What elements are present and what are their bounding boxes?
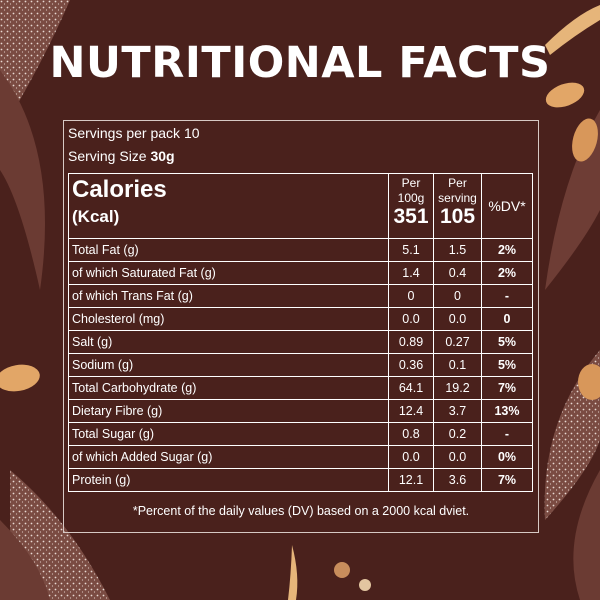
- per100-value: 1.4: [388, 261, 434, 285]
- perserv-value: 3.6: [433, 468, 482, 492]
- table-row: of which Trans Fat (g) 0 0-: [68, 284, 533, 308]
- per100-calories: 351: [393, 205, 429, 228]
- dv-value: 7%: [481, 376, 533, 400]
- per100-value: 0.0: [388, 307, 434, 331]
- serving-size-label: Serving Size: [68, 148, 147, 164]
- dv-value: 5%: [481, 353, 533, 377]
- perserv-value: 0.2: [433, 422, 482, 446]
- nutrient-name: Sodium (g): [68, 353, 389, 377]
- perserv-value: 0.0: [433, 445, 482, 469]
- perserv-header: Per serving 105: [433, 173, 482, 239]
- serving-size-value: 30g: [150, 148, 175, 164]
- calories-unit: (Kcal): [72, 207, 120, 226]
- dv-value: 7%: [481, 468, 533, 492]
- leaf-left-mid: [0, 70, 45, 290]
- dv-header: %DV*: [481, 173, 533, 239]
- perserv-value: 3.7: [433, 399, 482, 423]
- dv-value: 0%: [481, 445, 533, 469]
- nutrient-name: Total Carbohydrate (g): [68, 376, 389, 400]
- nutrient-name: Salt (g): [68, 330, 389, 354]
- nutrient-name: of which Saturated Fat (g): [68, 261, 389, 285]
- table-row: Total Sugar (g) 0.8 0.2-: [68, 422, 533, 446]
- perserv-value: 0.0: [433, 307, 482, 331]
- table-row: of which Added Sugar (g) 0.0 0.0 0%: [68, 445, 533, 469]
- per100-value: 12.4: [388, 399, 434, 423]
- perserv-value: 0.27: [433, 330, 482, 354]
- servings-label: Servings per pack: [68, 125, 181, 141]
- table-row: Protein (g) 12.1 3.6 7%: [68, 468, 533, 492]
- dv-value: 0: [481, 307, 533, 331]
- nutrition-panel: Servings per pack 10 Serving Size 30g Ca…: [63, 120, 539, 533]
- per100-value: 0.89: [388, 330, 434, 354]
- table-row: Cholesterol (mg) 0.0 0.0 0: [68, 307, 533, 331]
- per100-value: 0.36: [388, 353, 434, 377]
- per100-value: 0.8: [388, 422, 434, 446]
- per100-value: 64.1: [388, 376, 434, 400]
- dv-value: -: [481, 284, 533, 308]
- per100-value: 12.1: [388, 468, 434, 492]
- perserv-calories: 105: [439, 205, 476, 228]
- table-row: of which Saturated Fat (g) 1.4 0.4 2%: [68, 261, 533, 285]
- nutrient-name: Protein (g): [68, 468, 389, 492]
- nutrient-name: Total Fat (g): [68, 238, 389, 262]
- servings-value: 10: [183, 125, 200, 141]
- perserv-value: 1.5: [433, 238, 482, 262]
- leaf-right-lower: [573, 470, 600, 600]
- serving-size: Serving Size 30g: [68, 148, 175, 164]
- perserv-value: 0.4: [433, 261, 482, 285]
- oat-icon-right: [578, 364, 600, 400]
- footnote: *Percent of the daily values (DV) based …: [132, 504, 470, 518]
- per100-header: Per 100g 351: [388, 173, 434, 239]
- dv-value: 2%: [481, 238, 533, 262]
- per100-label-2: 100g: [397, 191, 425, 205]
- calories-label: Calories: [72, 176, 167, 203]
- table-row: Total Carbohydrate (g) 64.1 19.2 7%: [68, 376, 533, 400]
- calories-header: Calories (Kcal): [68, 173, 389, 239]
- nutrient-name: Total Sugar (g): [68, 422, 389, 446]
- nutrient-name: of which Trans Fat (g): [68, 284, 389, 308]
- header-row: Calories (Kcal) Per 100g 351 Per serving…: [68, 173, 533, 239]
- dv-value: 13%: [481, 399, 533, 423]
- table-row: Salt (g) 0.89 0.27 5%: [68, 330, 533, 354]
- per100-value: 5.1: [388, 238, 434, 262]
- oat-icon-bottom: [288, 545, 371, 600]
- nutrient-name: of which Added Sugar (g): [68, 445, 389, 469]
- per100-label-1: Per: [401, 176, 421, 190]
- oat-icon-top-right: [545, 5, 600, 162]
- nutrient-name: Cholesterol (mg): [68, 307, 389, 331]
- per100-value: 0.0: [388, 445, 434, 469]
- dv-value: -: [481, 422, 533, 446]
- dv-value: 2%: [481, 261, 533, 285]
- dv-value: 5%: [481, 330, 533, 354]
- perserv-value: 19.2: [433, 376, 482, 400]
- perserv-value: 0: [433, 284, 482, 308]
- perserv-value: 0.1: [433, 353, 482, 377]
- nutrient-name: Dietary Fibre (g): [68, 399, 389, 423]
- leaf-bottom-left-2: [0, 520, 50, 600]
- per100-value: 0: [388, 284, 434, 308]
- table-row: Total Fat (g) 5.1 1.5 2%: [68, 238, 533, 262]
- servings-per-pack: Servings per pack 10: [68, 125, 200, 141]
- oat-icon-left: [0, 364, 40, 392]
- page-title: NUTRITIONAL FACTS: [49, 38, 551, 88]
- table-row: Sodium (g) 0.36 0.1 5%: [68, 353, 533, 377]
- table-row: Dietary Fibre (g) 12.4 3.7 13%: [68, 399, 533, 423]
- nutrition-table: Calories (Kcal) Per 100g 351 Per serving…: [68, 173, 533, 492]
- perserv-label-1: Per: [448, 176, 467, 190]
- perserv-label-2: serving: [438, 191, 477, 205]
